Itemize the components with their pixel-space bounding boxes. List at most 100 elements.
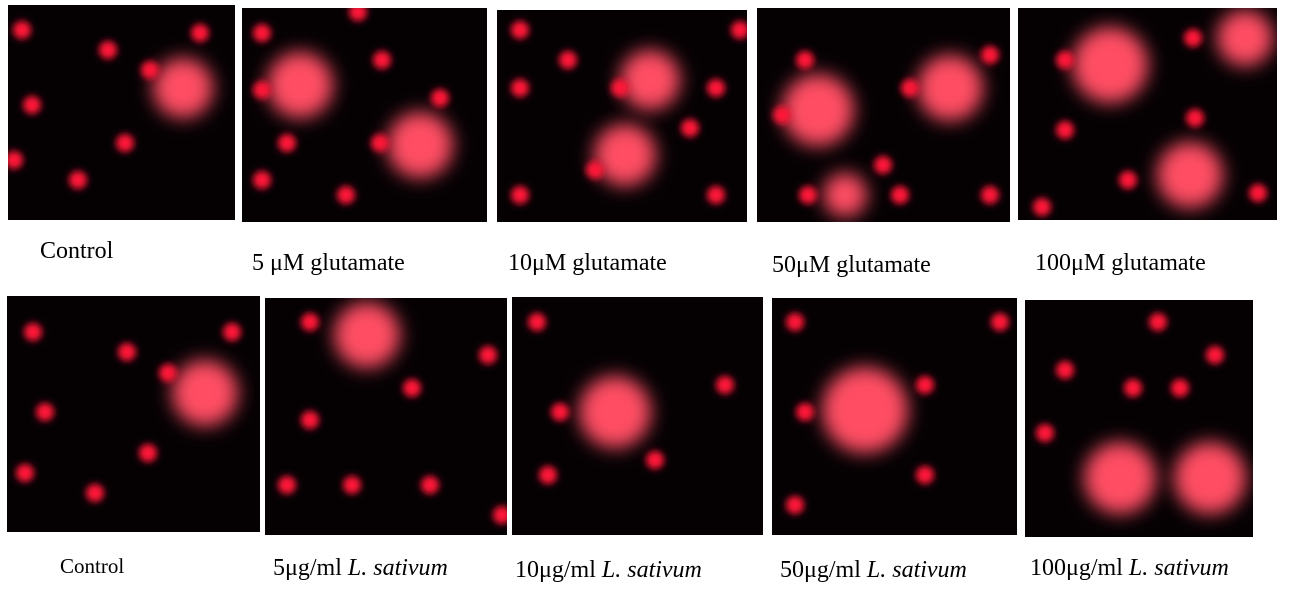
nucleus	[301, 313, 319, 331]
species-name: L. sativum	[347, 555, 448, 581]
nucleus	[707, 186, 725, 204]
nucleus	[253, 24, 271, 42]
comet-tail	[1084, 442, 1156, 514]
panel-label: 5 μM glutamate	[252, 250, 405, 276]
micrograph	[242, 3, 487, 222]
comet-tail	[620, 50, 680, 110]
nucleus	[511, 186, 529, 204]
nucleus	[1124, 379, 1142, 397]
nucleus	[24, 323, 42, 341]
micrograph	[772, 298, 1017, 535]
figure: Control5 μM glutamate10μM glutamate50μM …	[0, 0, 1293, 593]
nucleus	[99, 41, 117, 59]
nucleus	[786, 313, 804, 331]
nucleus	[1036, 424, 1054, 442]
nucleus	[586, 161, 604, 179]
nucleus	[343, 476, 361, 494]
comet-tail	[1072, 27, 1148, 103]
nucleus	[511, 79, 529, 97]
micrograph	[5, 5, 235, 220]
comet-tail	[917, 55, 983, 121]
nucleus	[16, 464, 34, 482]
nucleus	[421, 476, 439, 494]
species-name: L. sativum	[866, 557, 967, 583]
nucleus	[646, 451, 664, 469]
nucleus	[681, 119, 699, 137]
nucleus	[1206, 346, 1224, 364]
nucleus	[13, 21, 31, 39]
label-text: 5 μM glutamate	[252, 250, 405, 276]
nucleus	[511, 21, 529, 39]
comet-tail	[1217, 10, 1273, 66]
nucleus	[707, 79, 725, 97]
comet-tail	[594, 124, 656, 186]
nucleus	[991, 313, 1009, 331]
nucleus	[479, 346, 497, 364]
micrograph	[1018, 8, 1277, 220]
nucleus	[431, 89, 449, 107]
nucleus	[1249, 184, 1267, 202]
species-name: L. sativum	[1128, 555, 1229, 581]
nucleus	[981, 186, 999, 204]
nucleus	[139, 444, 157, 462]
nucleus	[69, 171, 87, 189]
nucleus	[551, 403, 569, 421]
micrograph	[7, 296, 260, 532]
comet-tail	[823, 173, 867, 217]
comet-tail	[822, 367, 908, 453]
nucleus	[874, 156, 892, 174]
panel-label: 100μM glutamate	[1035, 250, 1206, 276]
nucleus	[141, 61, 159, 79]
nucleus	[373, 51, 391, 69]
nucleus	[796, 51, 814, 69]
comet-tail	[267, 52, 333, 118]
nucleus	[23, 96, 41, 114]
micrograph	[1025, 300, 1253, 537]
micrograph	[497, 10, 749, 222]
nucleus	[253, 81, 271, 99]
nucleus	[1184, 29, 1202, 47]
label-text: Control	[60, 554, 124, 578]
comet-tail	[579, 376, 651, 448]
nucleus	[901, 79, 919, 97]
panel-background	[242, 8, 487, 222]
nucleus	[916, 466, 934, 484]
comet-tail	[172, 360, 238, 426]
species-name: L. sativum	[601, 557, 702, 583]
nucleus	[716, 376, 734, 394]
label-text: 50μM glutamate	[772, 252, 931, 278]
nucleus	[799, 186, 817, 204]
nucleus	[493, 506, 511, 524]
panel-label: Control	[40, 238, 114, 264]
nucleus	[253, 171, 271, 189]
nucleus	[611, 79, 629, 97]
nucleus	[349, 3, 367, 21]
nucleus	[301, 411, 319, 429]
nucleus	[796, 403, 814, 421]
panel-label: 50μg/mlL. sativum	[780, 557, 967, 583]
comet-tail	[1157, 142, 1223, 208]
micrograph	[265, 298, 511, 535]
nucleus	[86, 484, 104, 502]
nucleus	[1119, 171, 1137, 189]
label-text: Control	[40, 238, 114, 264]
nucleus	[559, 51, 577, 69]
label-text: 100μg/ml	[1030, 555, 1123, 581]
micrograph	[512, 297, 763, 535]
nucleus	[1056, 51, 1074, 69]
nucleus	[1056, 361, 1074, 379]
nucleus	[1149, 313, 1167, 331]
nucleus	[1033, 198, 1051, 216]
nucleus	[191, 24, 209, 42]
nucleus	[159, 364, 177, 382]
nucleus	[371, 134, 389, 152]
label-text: 50μg/ml	[780, 557, 861, 583]
panel-label: 50μM glutamate	[772, 252, 931, 278]
panel-label: Control	[60, 554, 124, 578]
comet-tail	[782, 74, 854, 146]
nucleus	[278, 134, 296, 152]
nucleus	[731, 21, 749, 39]
